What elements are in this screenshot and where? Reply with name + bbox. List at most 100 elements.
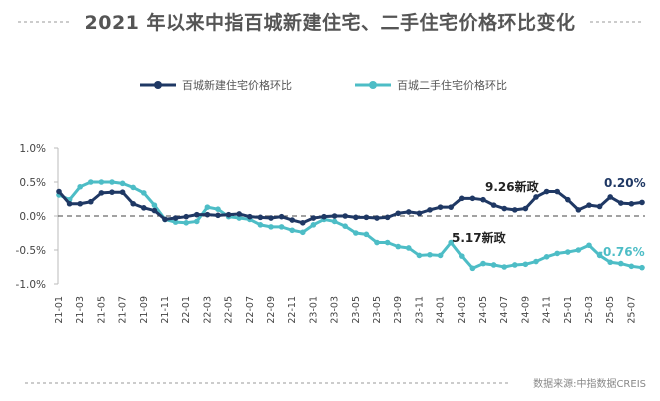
- x-tick-label: 23-01: [308, 296, 319, 324]
- data-point: [331, 213, 338, 219]
- y-tick-label: 1.0%: [19, 143, 46, 155]
- data-point: [512, 207, 518, 213]
- data-point: [331, 218, 338, 225]
- x-tick-label: 25-01: [563, 296, 574, 324]
- x-tick-label: 22-05: [224, 296, 235, 324]
- data-point: [427, 251, 433, 258]
- x-tick-label: 23-11: [414, 296, 425, 324]
- x-tick-label: 21-01: [54, 296, 65, 324]
- data-point: [448, 239, 455, 246]
- data-point: [363, 214, 370, 221]
- data-point: [639, 199, 645, 206]
- data-point: [151, 202, 158, 208]
- x-tick-label: 21-05: [96, 296, 107, 324]
- data-point: [289, 217, 296, 223]
- data-point: [172, 219, 179, 225]
- data-point: [374, 239, 380, 246]
- data-point: [109, 179, 115, 185]
- series-new-home: [56, 188, 645, 226]
- data-point: [130, 184, 136, 191]
- data-point: [586, 242, 592, 249]
- data-point: [215, 206, 221, 212]
- data-point: [596, 203, 603, 210]
- data-point: [321, 213, 327, 220]
- data-point: [342, 213, 349, 219]
- data-point: [406, 209, 412, 215]
- data-point: [172, 215, 179, 221]
- data-point: [437, 204, 444, 210]
- data-point: [522, 205, 529, 212]
- data-point: [66, 200, 73, 207]
- data-point: [88, 198, 94, 205]
- data-point: [416, 252, 423, 259]
- data-point: [268, 215, 274, 221]
- data-point: [247, 213, 253, 220]
- data-point: [342, 223, 349, 229]
- x-tick-label: 22-03: [202, 296, 213, 324]
- data-point: [183, 220, 189, 226]
- x-tick-label: 24-05: [478, 296, 489, 324]
- data-point: [236, 215, 242, 221]
- x-tick-label: 24-07: [499, 296, 510, 324]
- y-tick-label: -1.0%: [16, 279, 46, 291]
- data-point: [533, 258, 539, 265]
- data-point: [416, 210, 423, 217]
- data-point: [278, 224, 285, 230]
- data-point: [501, 264, 508, 270]
- data-point: [406, 245, 412, 251]
- data-point: [395, 243, 402, 250]
- data-point: [607, 259, 613, 266]
- x-tick-label: 24-03: [457, 296, 468, 324]
- data-point: [512, 262, 518, 268]
- data-point: [77, 200, 83, 207]
- data-point: [575, 207, 582, 213]
- data-point: [459, 253, 465, 259]
- data-point: [109, 189, 115, 195]
- annotation: -0.76%: [598, 245, 645, 259]
- data-point: [490, 202, 497, 208]
- data-point: [257, 214, 264, 221]
- series-line: [58, 180, 643, 270]
- data-point: [533, 194, 539, 200]
- annotation: 5.17新政: [452, 230, 507, 245]
- x-tick-label: 22-07: [245, 296, 256, 324]
- data-point: [501, 205, 508, 212]
- x-tick-label: 21-03: [75, 296, 86, 324]
- x-tick-label: 23-05: [351, 296, 362, 324]
- data-point: [575, 247, 582, 253]
- data-point: [363, 231, 370, 238]
- data-point: [300, 229, 306, 236]
- data-point: [543, 188, 550, 195]
- data-point: [628, 200, 635, 207]
- legend-marker: [369, 81, 377, 89]
- data-point: [183, 213, 189, 220]
- data-point: [225, 211, 232, 218]
- data-point: [437, 252, 444, 259]
- data-point: [162, 216, 168, 223]
- data-point: [554, 250, 560, 257]
- x-tick-label: 24-11: [542, 296, 553, 324]
- data-point: [596, 252, 603, 259]
- x-tick-label: 21-11: [160, 296, 171, 324]
- x-tick-label: 21-09: [139, 296, 150, 324]
- x-tick-label: 22-09: [266, 296, 277, 324]
- data-point: [384, 239, 391, 246]
- x-tick-label: 22-01: [181, 296, 192, 324]
- chart-title: 2021 年以来中指百城新建住宅、二手住宅价格环比变化: [84, 12, 576, 34]
- annotation: 0.20%: [604, 176, 646, 190]
- data-point: [480, 260, 486, 267]
- data-point: [459, 195, 465, 202]
- data-point: [310, 222, 317, 228]
- data-point: [119, 180, 126, 187]
- x-tick-label: 25-05: [605, 296, 616, 324]
- legend-marker: [154, 81, 162, 89]
- data-point: [353, 214, 359, 221]
- data-point: [98, 190, 105, 196]
- data-point: [289, 227, 296, 234]
- data-point: [98, 179, 105, 185]
- x-tick-label: 23-05: [372, 296, 383, 324]
- x-tick-label: 25-07: [626, 296, 637, 324]
- y-tick-label: -0.5%: [16, 245, 46, 257]
- data-point: [480, 196, 486, 203]
- data-point: [554, 188, 560, 195]
